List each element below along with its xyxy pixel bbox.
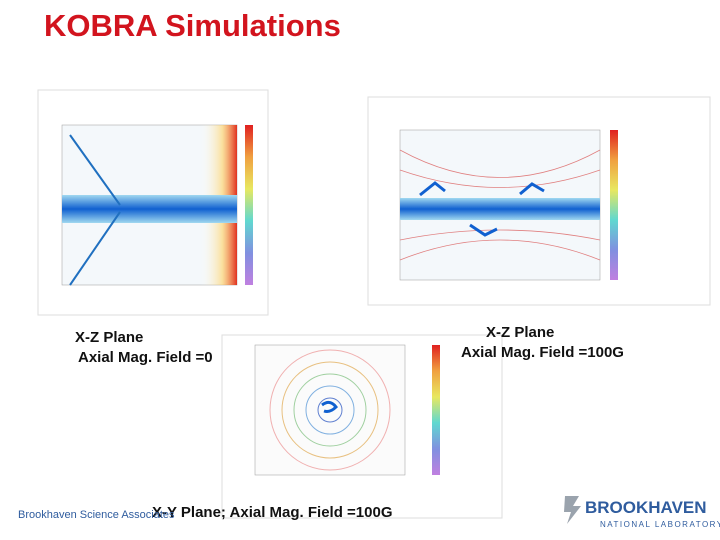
simulation-xy-100g xyxy=(221,334,503,519)
logo-sub: NATIONAL LABORATORY xyxy=(600,520,720,529)
caption-plane: X-Z Plane xyxy=(75,329,144,346)
caption-field: Axial Mag. Field =100G xyxy=(461,344,624,361)
caption-bottom: X-Y Plane; Axial Mag. Field =100G xyxy=(152,504,393,521)
logo: BROOKHAVEN NATIONAL LABORATORY xyxy=(564,496,720,529)
caption-field: Axial Mag. Field =0 xyxy=(78,349,213,366)
logo-main: BROOKHAVEN xyxy=(585,498,707,517)
footer-organization: Brookhaven Science Associates xyxy=(18,509,175,521)
simulation-xz-0 xyxy=(37,89,269,316)
simulation-xz-100g xyxy=(367,96,711,306)
caption-plane: X-Z Plane xyxy=(486,324,555,341)
slide-title: KOBRA Simulations xyxy=(44,8,341,43)
